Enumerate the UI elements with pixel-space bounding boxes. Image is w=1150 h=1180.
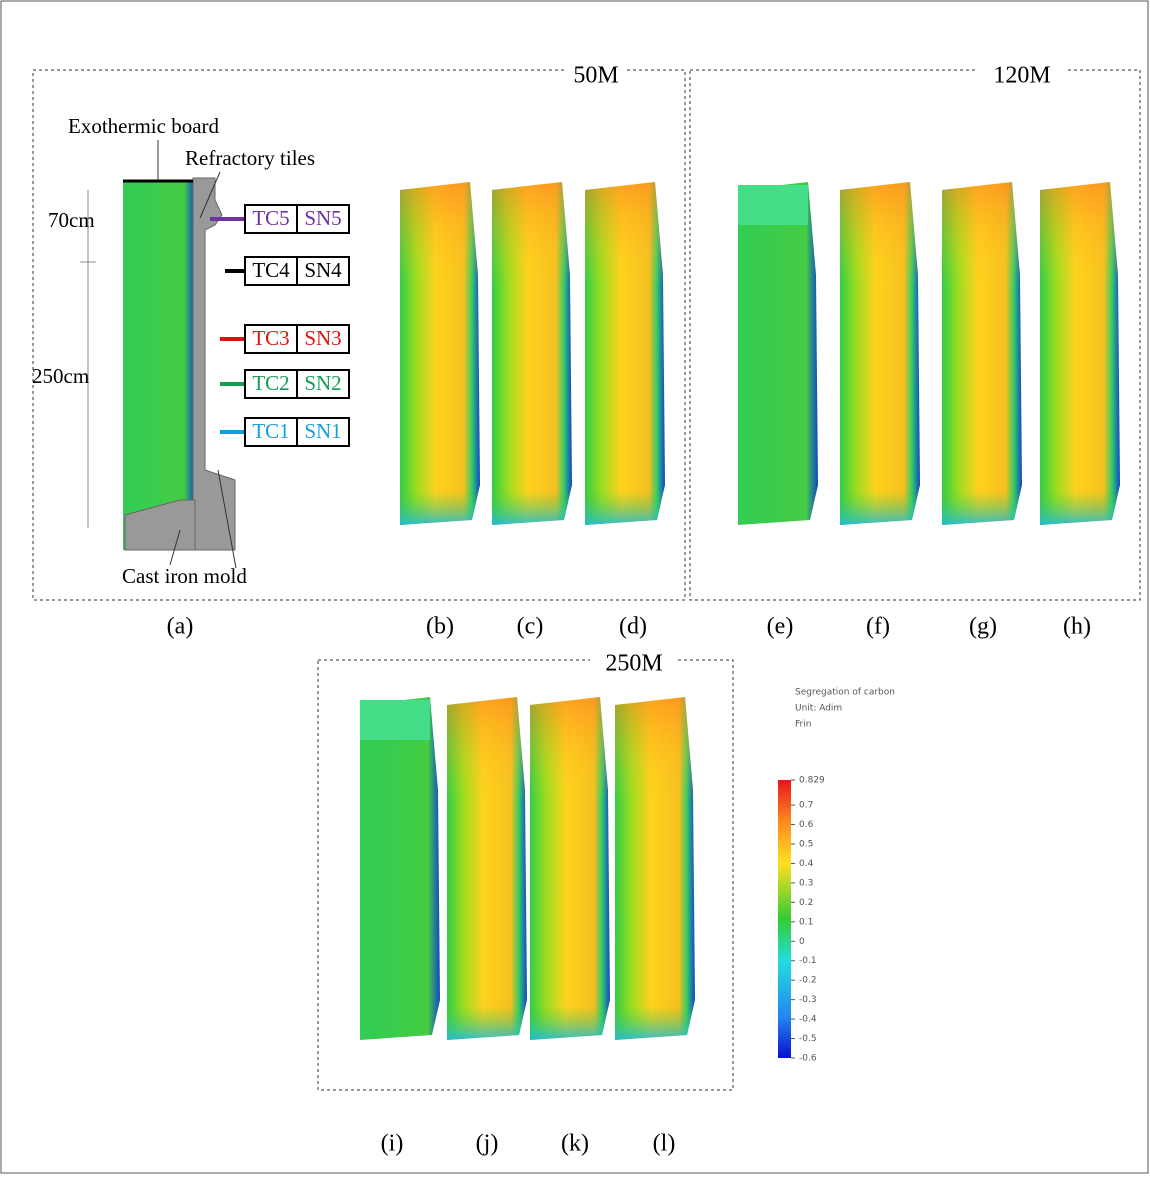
group-label: 50M bbox=[573, 63, 618, 89]
panel-label: (e) bbox=[767, 614, 794, 640]
colorbar-tick-label: 0.2 bbox=[799, 898, 813, 908]
panel-label: (c) bbox=[517, 614, 544, 640]
label-bg bbox=[565, 62, 627, 82]
colorbar-unit: Unit: Adim bbox=[795, 704, 842, 714]
panel-label: (b) bbox=[426, 614, 454, 640]
sensor-box bbox=[296, 369, 350, 399]
schematic bbox=[80, 140, 237, 569]
annotation: Refractory tiles bbox=[185, 146, 315, 170]
colorbar-tick-label: -0.3 bbox=[799, 995, 817, 1005]
colorbar-name: Frin bbox=[795, 720, 811, 730]
simulation-shade bbox=[400, 182, 480, 525]
colorbar-tick-label: -0.5 bbox=[799, 1034, 817, 1044]
leader bbox=[199, 171, 221, 219]
group-label: 250M bbox=[605, 651, 662, 677]
colorbar-tick-label: 0.829 bbox=[799, 776, 825, 786]
mold bbox=[192, 177, 236, 551]
sensor-box bbox=[296, 324, 350, 354]
simulation-panel bbox=[738, 182, 818, 525]
panel-label: (g) bbox=[969, 614, 997, 640]
group-box bbox=[32, 69, 686, 601]
sensor-box bbox=[244, 369, 298, 399]
colorbar-tick-label: 0.5 bbox=[799, 840, 813, 850]
sensor-sn: SN5 bbox=[304, 206, 341, 230]
colorbar-tick-label: 0.6 bbox=[799, 820, 814, 830]
colorbar-tick-label: 0.3 bbox=[799, 878, 813, 888]
annotation: 250cm bbox=[32, 364, 89, 388]
sensor-tc: TC5 bbox=[252, 206, 289, 230]
sensor-box bbox=[296, 417, 350, 447]
group-label: 120M bbox=[993, 63, 1050, 89]
sensor-tc: TC2 bbox=[252, 371, 289, 395]
ingot bbox=[123, 180, 195, 550]
colorbar-title: Segregation of carbon bbox=[795, 688, 895, 698]
simulation-shade bbox=[530, 697, 610, 1040]
simulation-shade bbox=[585, 182, 665, 525]
group-box bbox=[317, 659, 734, 1091]
colorbar-tick-label: -0.1 bbox=[799, 956, 817, 966]
colorbar-tick-label: 0.4 bbox=[799, 859, 814, 869]
annotation: 70cm bbox=[48, 208, 95, 232]
colorbar-tick-label: 0 bbox=[799, 937, 805, 947]
panel-label: (l) bbox=[653, 1131, 676, 1157]
sensor-box bbox=[244, 324, 298, 354]
sensor-tc: TC3 bbox=[252, 326, 289, 350]
simulation-shade bbox=[492, 182, 572, 525]
sensor-box bbox=[244, 417, 298, 447]
colorbar-tick-label: -0.4 bbox=[799, 1015, 817, 1025]
colorbar-tick-label: 0.7 bbox=[799, 801, 813, 811]
panel-label: (k) bbox=[561, 1131, 589, 1157]
leader bbox=[169, 529, 181, 566]
label-bg bbox=[978, 62, 1066, 82]
annotation: Exothermic board bbox=[68, 114, 220, 138]
simulation-shade bbox=[840, 182, 920, 525]
sensor-box bbox=[296, 204, 350, 234]
simulation-panel bbox=[360, 697, 440, 1040]
sensor-tc: TC1 bbox=[252, 419, 289, 443]
panel-label: (i) bbox=[381, 1131, 404, 1157]
simulation-shade bbox=[447, 697, 527, 1040]
sensor-box bbox=[296, 256, 350, 286]
simulation-shade bbox=[615, 697, 695, 1040]
sensor-tc: TC4 bbox=[252, 258, 290, 282]
sensor-sn: SN1 bbox=[304, 419, 341, 443]
leader bbox=[217, 469, 237, 569]
simulation-top bbox=[360, 700, 430, 740]
panel-label: (h) bbox=[1063, 614, 1091, 640]
group-box bbox=[689, 69, 1141, 601]
annotation: Cast iron mold bbox=[122, 564, 247, 588]
colorbar-tick-label: -0.2 bbox=[799, 976, 817, 986]
panel-label: (d) bbox=[619, 614, 647, 640]
sensor-sn: SN2 bbox=[304, 371, 341, 395]
panel-label: (f) bbox=[866, 614, 890, 640]
colorbar-tick-label: 0.1 bbox=[799, 917, 813, 927]
simulation-shade bbox=[1040, 182, 1120, 525]
sensor-sn: SN4 bbox=[304, 258, 342, 282]
colorbar bbox=[778, 780, 791, 1058]
colorbar-tick-label: -0.6 bbox=[799, 1054, 817, 1064]
panel-label: (j) bbox=[476, 1131, 499, 1157]
simulation-top bbox=[738, 185, 808, 225]
label-bg bbox=[590, 652, 678, 672]
panel-label: (a) bbox=[167, 614, 194, 640]
sensor-sn: SN3 bbox=[304, 326, 341, 350]
simulation-shade bbox=[942, 182, 1022, 525]
